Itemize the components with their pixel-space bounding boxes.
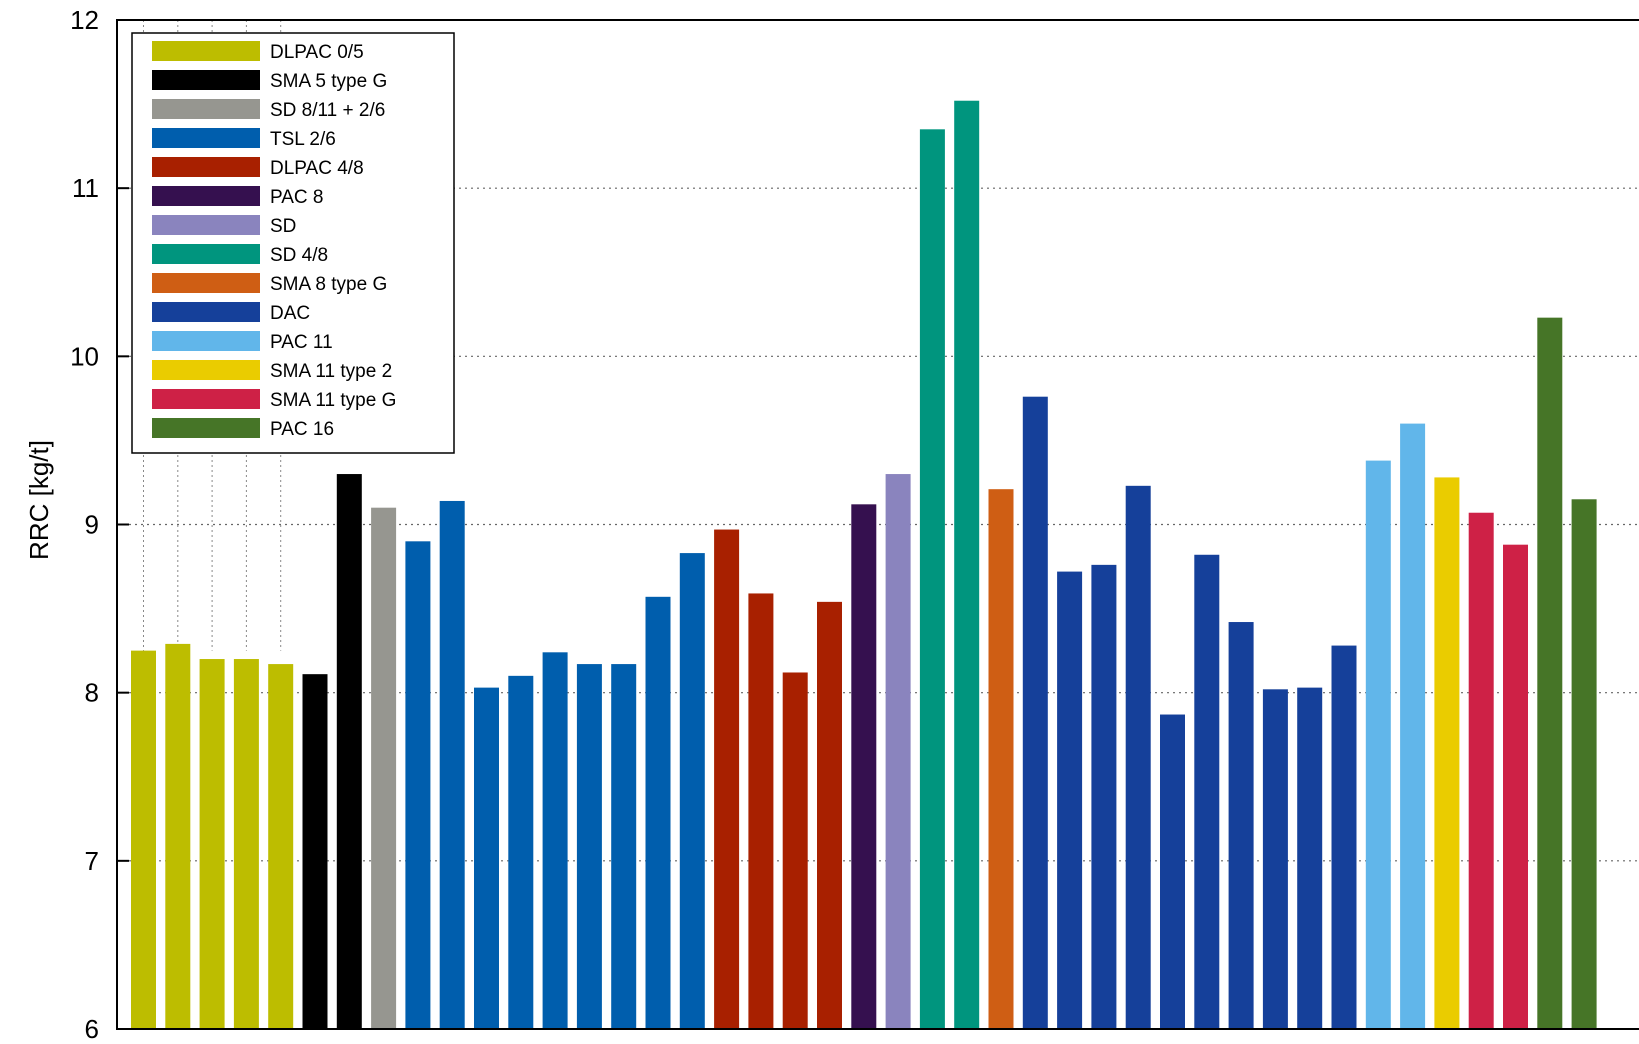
bar [1468,512,1494,1029]
legend-label: TSL 2/6 [270,129,336,150]
y-tick-label: 6 [85,1014,99,1039]
bar [1160,714,1185,1029]
legend: DLPAC 0/5 SMA 5 type G SD 8/11 + 2/6 TSL 2/… [131,32,455,454]
y-tick-label: 9 [85,510,99,540]
bar [1297,687,1323,1029]
bar [1262,689,1288,1029]
legend-label: SD 8/11 + 2/6 [270,100,385,121]
legend-label: PAC 16 [270,419,334,440]
bar [165,643,191,1029]
bar [679,553,705,1029]
bar [1571,499,1597,1029]
bar [954,100,980,1030]
bar [1194,554,1220,1029]
bar [919,129,945,1029]
bar [714,529,740,1029]
legend-swatch [152,360,260,380]
legend-swatch [152,41,260,61]
legend-label: DLPAC 4/8 [270,158,364,179]
legend-swatch [152,418,260,438]
bar [988,489,1014,1029]
bar [1091,564,1117,1029]
legend-label: SMA 8 type G [270,274,387,295]
bar [371,507,397,1029]
legend-swatch [152,215,260,235]
legend-swatch [152,157,260,177]
bar [268,664,294,1029]
bar [885,474,911,1029]
bar [1503,544,1528,1029]
y-tick-label: 11 [72,173,99,203]
legend-label: PAC 11 [270,332,333,353]
bar [611,664,637,1029]
bar [405,541,431,1029]
legend-label: SD 4/8 [270,245,328,266]
legend-label: SD [270,216,296,237]
legend-swatch [152,331,260,351]
bar [474,687,499,1029]
y-tick-label: 12 [70,5,99,35]
bar [1365,460,1391,1029]
legend-label: SMA 5 type G [270,71,387,92]
bar [576,664,602,1029]
bar [233,659,259,1029]
bar [1331,645,1357,1029]
legend-label: PAC 8 [270,187,324,208]
bar [336,474,362,1029]
bar [542,652,568,1029]
bar [1537,317,1563,1029]
legend-swatch [152,273,260,293]
bar [851,504,877,1029]
legend-swatch [152,302,260,322]
bar [1228,622,1254,1029]
legend-swatch [152,99,260,119]
bar [817,601,842,1029]
bar [131,650,156,1029]
bar [302,674,328,1029]
bar [748,593,774,1029]
legend-label: DAC [270,303,310,324]
legend-swatch [152,244,260,264]
bar [1125,485,1151,1029]
bar [1434,477,1460,1029]
bar [1400,423,1426,1030]
bar [508,675,534,1029]
y-tick-label: 7 [85,846,99,876]
legend-label: SMA 11 type 2 [270,361,392,382]
bars [131,100,1597,1030]
y-axis-label: RRC [kg/t] [24,440,54,560]
bar [645,596,671,1029]
y-tick-label: 8 [85,678,99,708]
bar [1057,571,1083,1029]
axes: 6 7 8 9 10 11 12 [70,5,1639,1044]
bar [782,672,808,1029]
legend-swatch [152,128,260,148]
bar [199,659,225,1029]
legend-label: DLPAC 0/5 [270,42,364,63]
legend-swatch [152,70,260,90]
bar [1022,396,1048,1029]
legend-swatch [152,389,260,409]
legend-swatch [152,186,260,206]
bar [439,500,465,1029]
y-tick-label: 10 [70,341,99,371]
legend-label: SMA 11 type G [270,390,396,411]
